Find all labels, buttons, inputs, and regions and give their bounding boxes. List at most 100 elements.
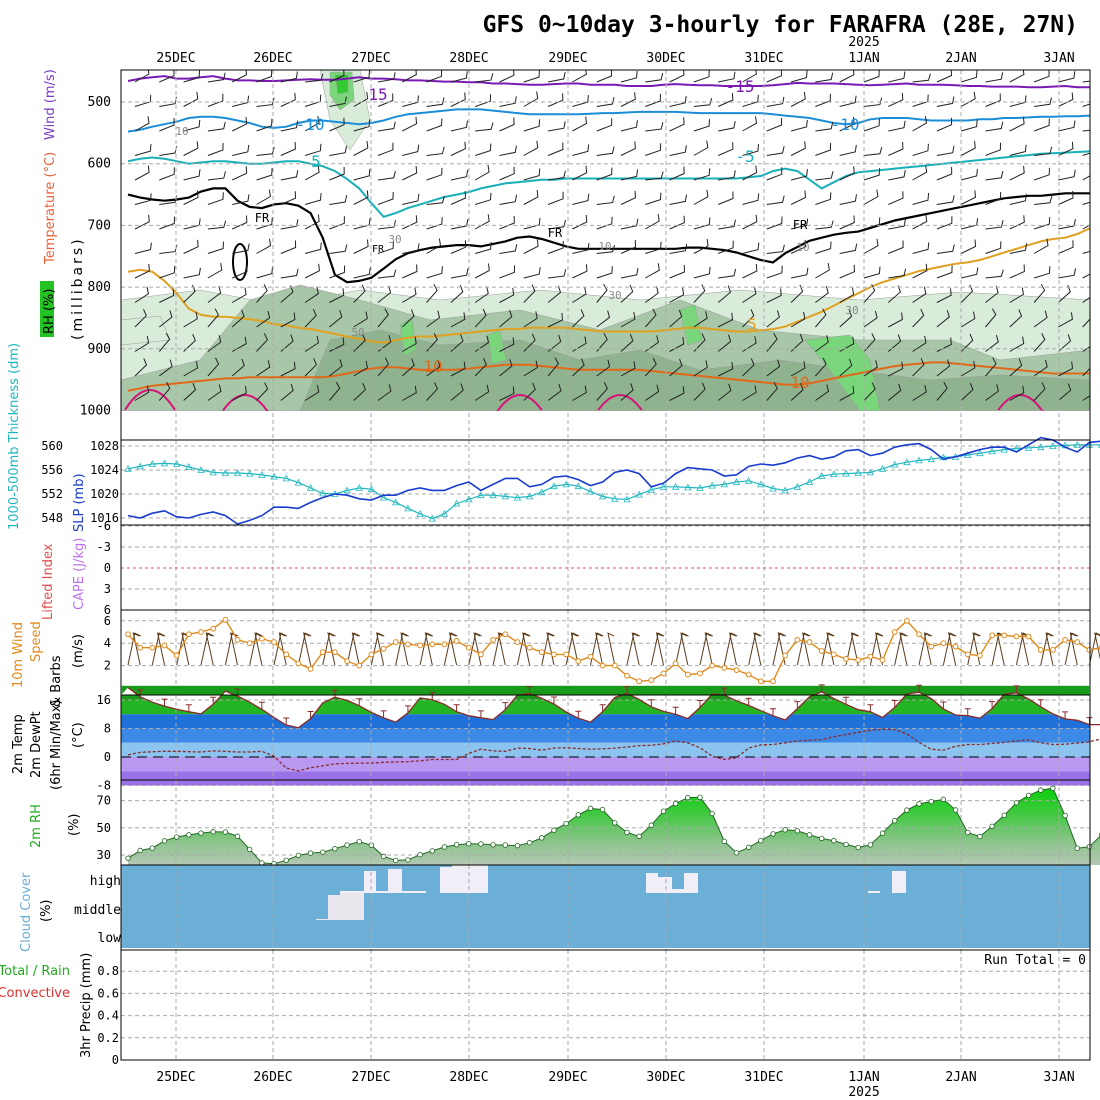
wind-barb <box>1058 383 1072 401</box>
wind-barb <box>1033 283 1046 303</box>
wind-barb <box>401 309 415 328</box>
wind-barb <box>183 333 196 352</box>
wind-barb <box>183 383 197 401</box>
rh2m-point <box>1025 792 1032 799</box>
wind10-barb <box>607 632 616 666</box>
date-label-bottom: 29DEC <box>548 1070 587 1085</box>
run-total-label: Run Total = 0 <box>984 953 1086 968</box>
wind-barb <box>912 286 927 303</box>
wind-barb <box>742 70 757 83</box>
wind-barb <box>961 168 978 181</box>
wind-barb <box>742 242 760 254</box>
date-label-bottom: 26DEC <box>253 1070 292 1085</box>
wind10-point <box>745 671 752 678</box>
wind-barb <box>717 334 732 352</box>
wind-barb <box>232 194 250 205</box>
wind-barb <box>402 385 417 401</box>
wind-barb <box>620 70 638 83</box>
wind-barb <box>1033 217 1051 230</box>
wind-barb <box>888 92 904 107</box>
wind10-barb <box>516 632 531 666</box>
wind-barb <box>402 336 417 352</box>
wind-barb <box>353 140 369 156</box>
wind-barb <box>304 308 317 328</box>
pressure-tick-label: 500 <box>88 95 111 110</box>
rh2m-point <box>429 848 435 854</box>
wind10-barb <box>497 632 506 666</box>
wind-barb <box>645 72 664 83</box>
wind10-point <box>563 651 570 658</box>
temp2m-panel: -8 0 8 16 2m Temp 2m DewPt (6hr Min/Max) (°… <box>11 684 1100 792</box>
contour-label: 30 <box>845 304 858 317</box>
wind-barb <box>888 312 903 328</box>
wind-barb <box>523 360 538 377</box>
thickness-point <box>282 474 290 482</box>
thickness-point <box>513 493 522 501</box>
rh2m-point <box>478 841 484 847</box>
wind-barb <box>936 216 953 230</box>
wind-barb <box>207 308 220 328</box>
wind-barb <box>475 73 494 83</box>
wind10-point <box>1013 633 1020 640</box>
wind-barb <box>280 334 294 352</box>
wind-barb <box>815 285 829 303</box>
wind-barb <box>863 217 881 230</box>
wind-barb <box>669 215 685 230</box>
wind-barb <box>645 241 662 254</box>
wind-barb <box>547 383 562 401</box>
wind-barb <box>402 215 418 230</box>
wind-barb <box>158 310 173 328</box>
cloud-bars <box>121 865 1090 948</box>
wind-barb <box>547 334 562 352</box>
wind-barb <box>134 242 152 254</box>
rh2m-point <box>648 822 655 828</box>
slp-axis-label: SLP (mb) <box>72 473 87 532</box>
contour-label: 10 <box>423 357 442 376</box>
wind-barb <box>523 70 540 83</box>
wind10-tick-label: 4 <box>104 636 111 650</box>
isotherm-15-arc <box>496 394 544 411</box>
wind-barb <box>474 357 487 377</box>
cloud-grid <box>175 865 1060 950</box>
rh2m-tick-label: 50 <box>97 821 111 835</box>
wind-barb <box>304 116 320 132</box>
temp-minmax-whisker <box>745 697 752 706</box>
thickness-point <box>1037 443 1045 451</box>
wind-barb <box>523 239 539 254</box>
wind-barb <box>304 165 320 181</box>
rh2m-point <box>794 828 801 834</box>
temp-minmax-whisker <box>940 701 947 709</box>
wind-barb <box>815 93 831 107</box>
wind-barb <box>936 117 953 132</box>
wind-barb <box>134 116 150 132</box>
wind-barb <box>159 359 173 377</box>
wind10-point <box>794 636 801 643</box>
wind-barb <box>766 288 782 303</box>
rh2m-point <box>539 835 545 841</box>
rh2m-point <box>526 840 533 846</box>
wind-barb <box>572 165 588 181</box>
precip-tick-label: 0 <box>112 1053 119 1067</box>
wind10-barb <box>728 632 737 666</box>
rh2m-point <box>259 860 265 866</box>
rh2m-point <box>283 857 289 864</box>
rh2m-point <box>490 842 496 848</box>
slp-tick-label: 1020 <box>90 487 119 501</box>
wind-barb <box>815 384 830 401</box>
wind-barb <box>280 219 299 230</box>
rh-patch <box>487 329 507 365</box>
rh2m-point <box>1062 812 1068 819</box>
rh-patch <box>679 304 703 346</box>
thickness-point <box>659 482 668 490</box>
wind-barb <box>450 361 466 377</box>
rh2m-panel: 30 50 70 2m RH (%) <box>29 779 1100 867</box>
thickness-point <box>586 487 595 495</box>
wind-barb <box>450 141 466 156</box>
wind-barb <box>1033 118 1050 132</box>
thickness-point <box>903 458 911 466</box>
temp-minmax-whisker <box>161 698 168 707</box>
wind10-point <box>770 678 776 685</box>
wind-barb <box>1033 266 1051 279</box>
wind-barb <box>304 263 320 279</box>
